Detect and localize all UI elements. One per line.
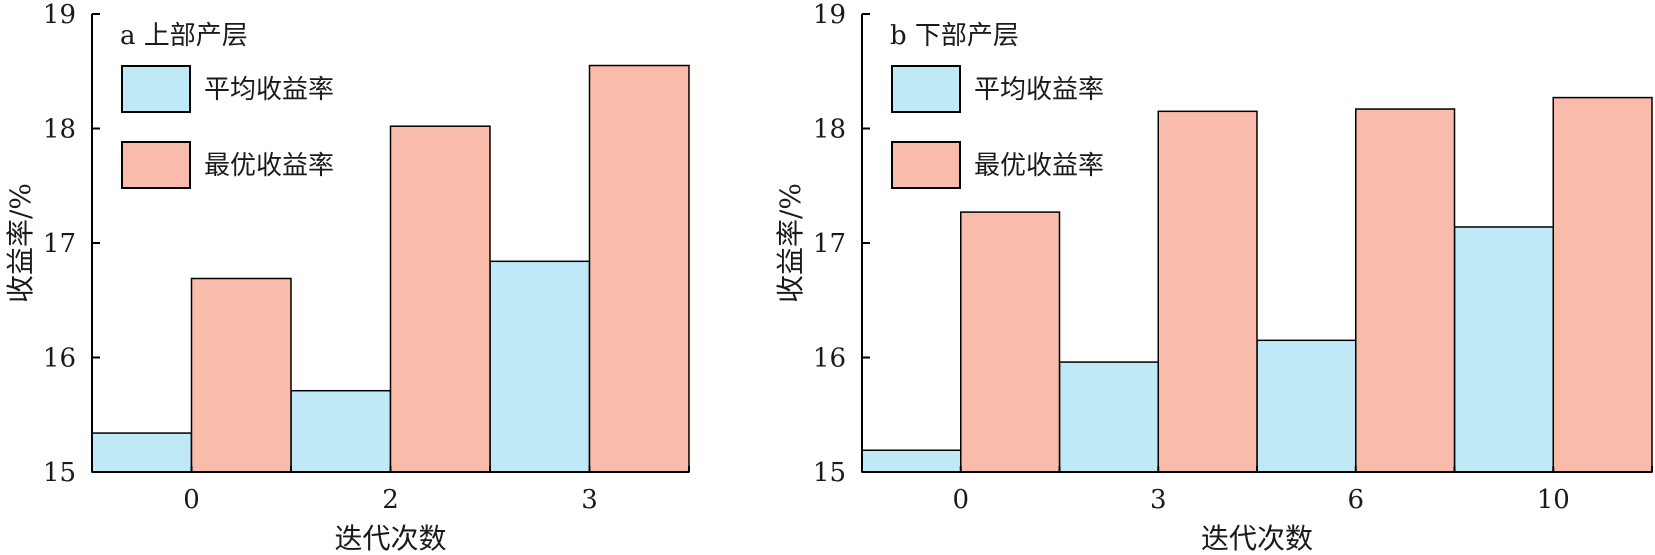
y-tick-label: 15 — [43, 458, 76, 488]
bar-best-0 — [190, 277, 292, 473]
bar-average-10 — [1453, 226, 1554, 473]
x-tick-label: 2 — [382, 485, 399, 515]
x-tick-label: 3 — [1150, 485, 1167, 515]
x-tick-label: 3 — [581, 485, 598, 515]
bar-average-3 — [489, 260, 591, 473]
x-tick-label: 6 — [1347, 485, 1364, 515]
y-tick-label: 18 — [43, 115, 76, 145]
legend-label-best: 最优收益率 — [204, 151, 334, 181]
panel-label: b 下部产层 — [890, 21, 1019, 51]
legend-label-average: 平均收益率 — [204, 75, 334, 105]
y-tick-label: 19 — [813, 0, 846, 30]
legend-swatch-best — [121, 141, 191, 189]
legend-label-best: 最优收益率 — [974, 151, 1104, 181]
y-tick-label: 16 — [813, 344, 846, 374]
y-tick-label: 16 — [43, 344, 76, 374]
panel-label: a 上部产层 — [120, 21, 248, 51]
bar-best-3 — [588, 64, 690, 473]
y-tick-label: 19 — [43, 0, 76, 30]
bar-average-3 — [1058, 361, 1159, 473]
x-axis-title: 迭代次数 — [334, 522, 446, 555]
bar-average-0 — [861, 449, 962, 473]
bar-best-10 — [1552, 96, 1653, 473]
y-tick-label: 18 — [813, 115, 846, 145]
y-tick-label: 17 — [813, 229, 846, 259]
legend-swatch-best — [891, 141, 961, 189]
y-tick-label: 15 — [813, 458, 846, 488]
bar-best-0 — [960, 211, 1061, 473]
x-tick-label: 10 — [1537, 485, 1570, 515]
bar-best-2 — [389, 125, 491, 473]
x-axis-title: 迭代次数 — [1201, 522, 1313, 555]
bar-average-0 — [91, 432, 193, 473]
x-tick-label: 0 — [183, 485, 200, 515]
bar-best-3 — [1157, 110, 1258, 473]
legend-label-average: 平均收益率 — [974, 75, 1104, 105]
y-axis-title: 收益率/% — [774, 183, 807, 303]
legend-swatch-average — [121, 65, 191, 113]
x-tick-label: 0 — [952, 485, 969, 515]
bar-average-2 — [290, 389, 392, 473]
y-axis-title: 收益率/% — [4, 183, 37, 303]
bar-average-6 — [1256, 339, 1357, 473]
y-tick-label: 17 — [43, 229, 76, 259]
bar-best-6 — [1355, 108, 1456, 473]
legend-swatch-average — [891, 65, 961, 113]
